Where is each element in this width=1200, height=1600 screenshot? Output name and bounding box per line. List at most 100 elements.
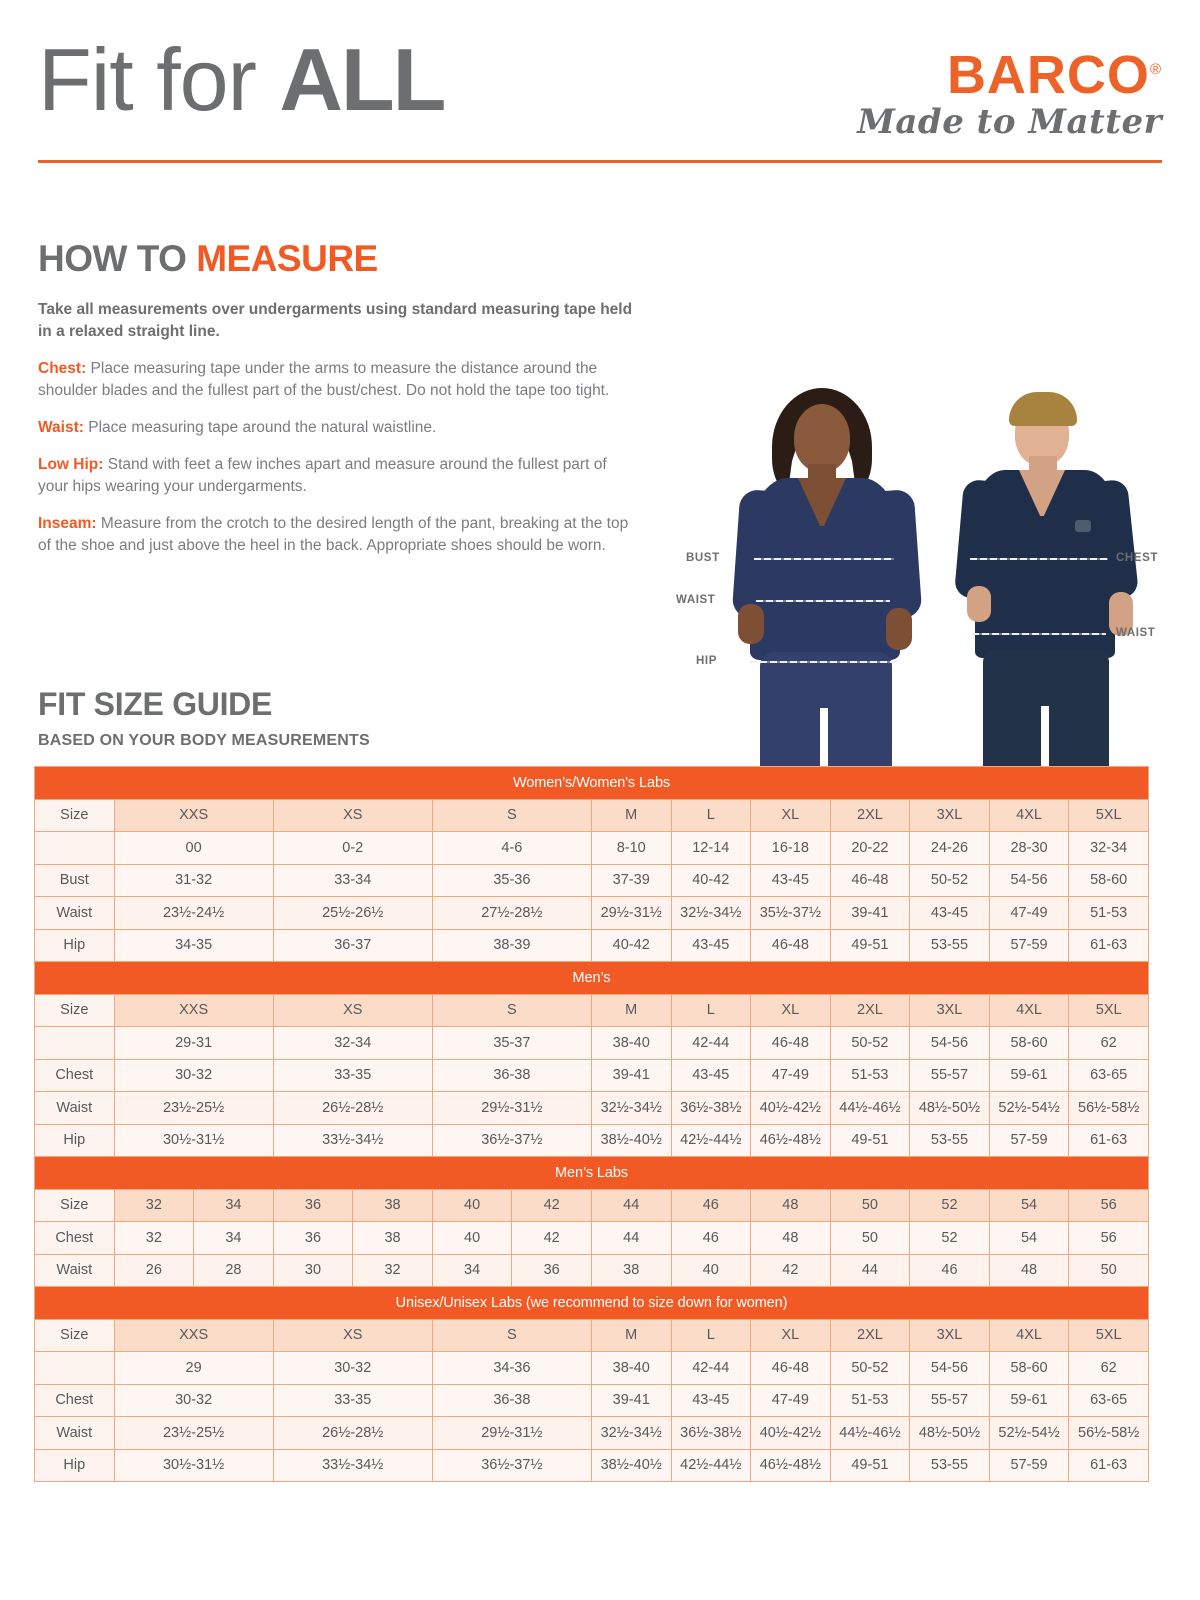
measurement-cell: 48½-50½ <box>909 1091 990 1125</box>
measurement-cell: 54 <box>988 1221 1070 1255</box>
table-row: Size 32 34 36 38 40 42 44 46 48 50 52 54 56 <box>34 1188 1149 1222</box>
numeric-size-cell: 46-48 <box>750 1351 831 1385</box>
numeric-size-cell: 54-56 <box>909 1026 990 1060</box>
measurement-cell: 30½-31½ <box>113 1123 274 1157</box>
section-title: Men’s Labs <box>34 1156 1149 1190</box>
size-column-header: XL <box>750 798 831 832</box>
left-hand-shape <box>967 586 991 622</box>
size-row-label: Size <box>34 1188 115 1222</box>
measurement-cell: 36½-37½ <box>431 1123 592 1157</box>
table-section-header-row: Unisex/Unisex Labs (we recommend to size… <box>34 1286 1149 1320</box>
size-column-header: XXS <box>113 798 274 832</box>
chest-measure-label: CHEST <box>1116 552 1158 564</box>
measurement-cell: 44 <box>829 1253 911 1287</box>
measurement-cell: 61-63 <box>1068 1123 1149 1157</box>
men-waist-measure-label: WAIST <box>1116 627 1156 639</box>
measurement-cell: 23½-25½ <box>113 1091 274 1125</box>
numeric-row-label-empty <box>34 1351 115 1385</box>
size-column-header: L <box>670 993 752 1027</box>
size-column-header: L <box>670 798 752 832</box>
measurement-cell: 27½-28½ <box>431 896 592 930</box>
page-title-light: Fit for <box>38 30 280 129</box>
bust-measure-label: BUST <box>686 552 720 564</box>
measure-item-inseam-label: Inseam: <box>38 515 97 532</box>
size-column-header: 44 <box>590 1188 672 1222</box>
hip-measure-label: HIP <box>696 655 717 667</box>
size-column-header: M <box>590 798 672 832</box>
numeric-size-cell: 8-10 <box>590 831 672 865</box>
numeric-size-cell: 34-36 <box>431 1351 592 1385</box>
measurement-cell: 25½-26½ <box>272 896 433 930</box>
measurement-cell: 38½-40½ <box>590 1448 672 1482</box>
brand-logo: BARCO® Made to Matter <box>832 48 1162 156</box>
size-column-header: L <box>670 1318 752 1352</box>
table-row: 00 0-2 4-6 8-10 12-14 16-18 20-22 24-26 28-30 32-… <box>34 831 1149 865</box>
measurement-cell: 55-57 <box>909 1058 990 1092</box>
measurement-cell: 29½-31½ <box>431 1416 592 1450</box>
size-row-label: Size <box>34 993 115 1027</box>
measurement-cell: 49-51 <box>829 1123 911 1157</box>
measurement-cell: 32 <box>352 1253 433 1287</box>
measurement-cell: 39-41 <box>590 1058 672 1092</box>
measurement-cell: 50 <box>829 1221 911 1255</box>
measurement-cell: 42½-44½ <box>670 1448 752 1482</box>
section-title: Women’s/Women's Labs <box>34 766 1149 800</box>
measurement-cell: 38 <box>590 1253 672 1287</box>
table-row: Size XXS XS S M L XL 2XL 3XL 4XL 5XL <box>34 993 1149 1027</box>
measurement-cell: 43-45 <box>670 1058 752 1092</box>
measurement-row-label: Waist <box>34 1091 115 1125</box>
size-column-header: 56 <box>1068 1188 1149 1222</box>
measurement-cell: 52½-54½ <box>988 1416 1070 1450</box>
numeric-size-cell: 32-34 <box>1068 831 1149 865</box>
measurement-cell: 53-55 <box>909 1448 990 1482</box>
size-column-header: S <box>431 798 592 832</box>
numeric-size-cell: 58-60 <box>988 1351 1070 1385</box>
measurement-row-label: Waist <box>34 1416 115 1450</box>
table-row: Chest 32 34 36 38 40 42 44 46 48 50 52 54 56 <box>34 1221 1149 1255</box>
table-row: Hip 34-35 36-37 38-39 40-42 43-45 46-48 49-51 53… <box>34 928 1149 962</box>
size-column-header: 3XL <box>909 798 990 832</box>
size-column-header: 48 <box>750 1188 831 1222</box>
measure-item-waist-text: Place measuring tape around the natural … <box>88 419 437 436</box>
measure-item-chest-label: Chest: <box>38 360 87 377</box>
measurement-cell: 46-48 <box>750 928 831 962</box>
size-column-header: 2XL <box>829 1318 911 1352</box>
measurement-cell: 40-42 <box>590 928 672 962</box>
table-row: Chest 30-32 33-35 36-38 39-41 43-45 47-49 51-53… <box>34 1058 1149 1092</box>
measurement-cell: 59-61 <box>988 1058 1070 1092</box>
numeric-size-cell: 50-52 <box>829 1026 911 1060</box>
measurement-cell: 35-36 <box>431 863 592 897</box>
measurement-row-label: Waist <box>34 896 115 930</box>
numeric-size-cell: 38-40 <box>590 1351 672 1385</box>
measurement-cell: 34-35 <box>113 928 274 962</box>
measurement-cell: 42 <box>511 1221 592 1255</box>
measurement-cell: 33½-34½ <box>272 1448 433 1482</box>
measurement-cell: 47-49 <box>750 1383 831 1417</box>
measurement-cell: 57-59 <box>988 1448 1070 1482</box>
table-row: Hip 30½-31½ 33½-34½ 36½-37½ 38½-40½ 42½-44½ 46… <box>34 1448 1149 1482</box>
measurement-cell: 32 <box>113 1221 195 1255</box>
measurement-cell: 46½-48½ <box>750 1448 831 1482</box>
measurement-cell: 44½-46½ <box>829 1091 911 1125</box>
measurement-cell: 43-45 <box>909 896 990 930</box>
measurement-cell: 31-32 <box>113 863 274 897</box>
measurement-cell: 33-35 <box>272 1383 433 1417</box>
measurement-cell: 26 <box>113 1253 195 1287</box>
numeric-size-cell: 29-31 <box>113 1026 274 1060</box>
table-row: Waist 26 28 30 32 34 36 38 40 42 44 46 48 50 <box>34 1253 1149 1287</box>
measurement-cell: 56½-58½ <box>1068 1091 1149 1125</box>
measurement-cell: 43-45 <box>670 1383 752 1417</box>
measurement-cell: 34 <box>193 1221 274 1255</box>
size-row-label: Size <box>34 798 115 832</box>
numeric-size-cell: 16-18 <box>750 831 831 865</box>
size-column-header: 36 <box>272 1188 354 1222</box>
numeric-size-cell: 62 <box>1068 1026 1149 1060</box>
table-row: Size XXS XS S M L XL 2XL 3XL 4XL 5XL <box>34 1318 1149 1352</box>
head-shape <box>794 404 850 472</box>
measurement-cell: 51-53 <box>829 1383 911 1417</box>
measurement-cell: 40 <box>670 1253 752 1287</box>
size-column-header: 32 <box>113 1188 195 1222</box>
female-model-figure <box>731 386 923 800</box>
hair-shape <box>1009 392 1077 426</box>
